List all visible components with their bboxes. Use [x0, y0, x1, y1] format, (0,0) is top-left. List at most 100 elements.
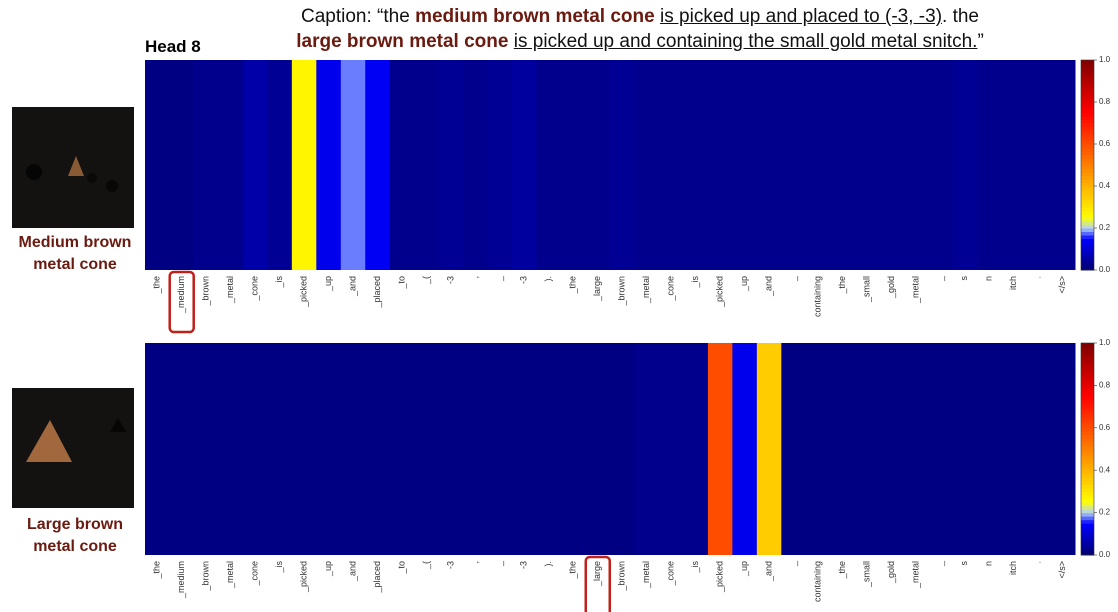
colorbar-segment — [1081, 491, 1094, 495]
colorbar-segment — [1081, 484, 1094, 488]
heatmap-cell — [904, 343, 929, 555]
x-tick-label: , — [470, 276, 480, 279]
colorbar-segment — [1081, 502, 1094, 506]
colorbar-segment — [1081, 260, 1094, 264]
colorbar-segment — [1081, 162, 1094, 166]
x-tick-label: itch — [1008, 561, 1018, 575]
colorbar-segment — [1081, 527, 1094, 531]
colorbar-segment — [1081, 225, 1094, 229]
colorbar-segment — [1081, 445, 1094, 449]
colorbar-segment — [1081, 78, 1094, 82]
x-tick-label: -3 — [519, 561, 529, 569]
heatmap-cell — [439, 343, 464, 555]
colorbar-segment — [1081, 347, 1094, 351]
x-tick-label: -3 — [445, 561, 455, 569]
heatmap-cell — [1002, 343, 1027, 555]
heatmap-cell — [879, 60, 904, 270]
colorbar-segment — [1081, 67, 1094, 71]
heatmap-cell — [390, 60, 415, 270]
colorbar-tick-label: 1.0 — [1099, 338, 1111, 347]
heatmap-cell — [683, 60, 708, 270]
x-tick-label: _is — [274, 561, 284, 574]
x-tick-label: _the — [837, 276, 847, 295]
x-tick-label: _to — [396, 276, 406, 290]
colorbar-tick-label: 0.2 — [1099, 223, 1111, 232]
x-tick-label: _ — [935, 560, 945, 567]
colorbar-tick-label: 0.4 — [1099, 465, 1111, 474]
heatmap-cell — [1051, 60, 1076, 270]
colorbar-segment — [1081, 172, 1094, 176]
heatmap-cell — [512, 343, 537, 555]
x-tick-label: _large — [592, 276, 602, 302]
image-label: Large brownmetal cone — [27, 516, 123, 555]
colorbar-tick-label: 0.2 — [1099, 508, 1111, 517]
x-tick-label: _and — [763, 276, 773, 297]
heatmap-cell — [977, 60, 1002, 270]
x-tick-label: itch — [1008, 276, 1018, 290]
x-tick-label: _gold — [886, 276, 896, 299]
colorbar-segment — [1081, 88, 1094, 92]
x-tick-label: containing — [812, 276, 822, 317]
x-tick-label: _metal — [641, 276, 651, 304]
heatmap-cell — [757, 343, 782, 555]
x-tick-label: _the — [568, 276, 578, 295]
heatmap-cell — [414, 60, 439, 270]
colorbar-segment — [1081, 141, 1094, 145]
x-tick-label: _brown — [617, 276, 627, 307]
x-tick-label: _small — [861, 276, 871, 303]
heatmap-cell — [218, 60, 243, 270]
heatmap-cell — [169, 343, 194, 555]
colorbar-segment — [1081, 176, 1094, 180]
heatmap-cell — [732, 343, 757, 555]
heatmap-cell — [879, 343, 904, 555]
colorbar-segment — [1081, 477, 1094, 481]
colorbar-segment — [1081, 400, 1094, 404]
x-tick-label: s — [959, 276, 969, 281]
x-tick-label: _metal — [225, 276, 235, 304]
colorbar-segment — [1081, 130, 1094, 134]
colorbar-segment — [1081, 197, 1094, 201]
heatmap-cell — [561, 343, 586, 555]
x-tick-label: _up — [323, 276, 333, 292]
colorbar-segment — [1081, 453, 1094, 457]
heatmap-cell — [977, 343, 1002, 555]
x-tick-label: _ — [788, 560, 798, 567]
colorbar-segment — [1081, 438, 1094, 442]
heatmap-cell — [561, 60, 586, 270]
x-tick-label: _is — [274, 276, 284, 289]
colorbar-segment — [1081, 158, 1094, 162]
colorbar-segment — [1081, 64, 1094, 68]
x-tick-label: ). — [543, 276, 553, 282]
heatmap-cell — [855, 343, 880, 555]
x-tick-label: _up — [739, 561, 749, 577]
colorbar-segment — [1081, 428, 1094, 432]
x-tick-label: ). — [543, 561, 553, 567]
colorbar-segment — [1081, 137, 1094, 141]
colorbar-segment — [1081, 204, 1094, 208]
colorbar-tick-label: 0.8 — [1099, 381, 1111, 390]
colorbar-segment — [1081, 463, 1094, 467]
heatmap-cell — [830, 343, 855, 555]
x-tick-label: _medium — [176, 561, 186, 599]
heatmap-cell — [659, 343, 684, 555]
heatmap-cell — [757, 60, 782, 270]
colorbar-segment — [1081, 534, 1094, 538]
x-tick-label: _metal — [225, 561, 235, 589]
x-tick-label: _small — [861, 561, 871, 588]
x-tick-label: _cone — [666, 561, 676, 587]
colorbar-segment — [1081, 232, 1094, 236]
colorbar-segment — [1081, 378, 1094, 382]
x-tick-label: _and — [347, 276, 357, 297]
colorbar-segment — [1081, 228, 1094, 232]
heatmap-cell — [316, 60, 341, 270]
x-tick-label: _ — [788, 275, 798, 282]
colorbar-segment — [1081, 116, 1094, 120]
colorbar-segment — [1081, 523, 1094, 527]
colorbar-segment — [1081, 113, 1094, 117]
x-tick-label: _medium — [176, 276, 186, 314]
colorbar-segment — [1081, 246, 1094, 250]
x-tick-label: _large — [592, 561, 602, 587]
colorbar-segment — [1081, 474, 1094, 478]
x-tick-label: _cone — [250, 561, 260, 587]
heatmap-cell — [855, 60, 880, 270]
